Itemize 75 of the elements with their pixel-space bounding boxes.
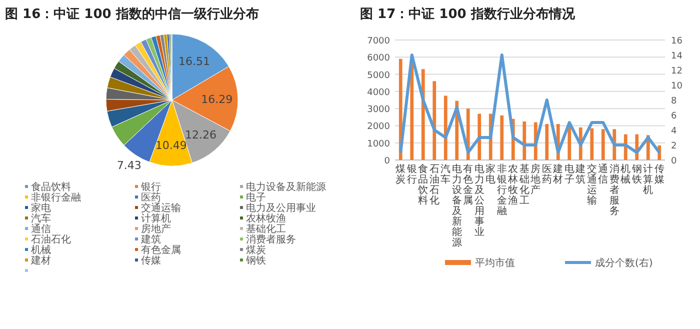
y-tick-label: 3000 [367,105,390,116]
bar [478,114,482,160]
x-tick-label: 煤炭 [396,163,406,186]
y2-tick-label: 6 [671,112,677,122]
x-tick-label: 石油石化 [429,164,440,206]
x-tick-label: 通信 [598,163,608,186]
line-series [399,54,661,154]
x-tick-label: 食品饮料 [417,163,428,206]
x-tick-label: 医药 [542,164,552,186]
x-tick-label: 传媒 [654,164,664,186]
y-tick-label: 4000 [367,88,390,98]
y-tick-label: 5000 [367,70,390,81]
bar [545,124,549,160]
bar [410,64,414,160]
bar [590,128,594,160]
legend-label: 计算机 [141,212,171,224]
y2-tick-label: 8 [671,96,677,106]
legend-label: 基础化工 [246,223,286,235]
x-tick-label: 消费者服务 [609,163,620,217]
y2-tick-label: 12 [671,66,682,76]
legend-label: 农林牧渔 [246,212,286,224]
x-tick-label: 交通运输 [586,163,597,206]
y2-tick-label: 16 [671,36,683,46]
bar [568,126,572,160]
legend-label: 成分个数(右) [595,257,653,269]
legend-label: 消费者服务 [246,234,296,246]
x-tick-label: 有色金属 [463,163,474,206]
legend-label: 钢铁 [245,254,266,266]
x-tick-label: 家电 [486,163,496,186]
y2-tick-label: 2 [671,142,677,152]
bar [522,121,526,160]
x-tick-label: 机械 [620,163,631,186]
y2-tick-label: 0 [671,156,677,166]
data-label: 12.26 [185,128,217,142]
bar [500,115,504,160]
chart-title: 图 17：中证 100 指数行业分布情况 [360,7,576,22]
data-label: 7.43 [116,159,142,172]
legend-label: 传媒 [141,256,161,266]
y2-tick-label: 14 [671,52,683,62]
x-tick-label: 基础化工 [518,163,530,206]
x-tick-label: 非银行金融 [496,163,507,217]
x-tick-label: 电力设备及新能源 [452,163,462,248]
x-tick-label: 汽车 [440,163,451,186]
x-tick-label: 银行 [406,164,417,186]
y2-tick-label: 4 [671,126,677,136]
data-label: 10.49 [155,138,187,152]
data-label: 16.51 [178,55,210,68]
y2-tick-label: 10 [671,82,683,92]
legend-label: 机械 [31,244,51,256]
legend-label: 房地产 [141,223,171,235]
x-tick-label: 电子 [564,163,574,186]
y-tick-label: 2000 [367,122,390,132]
x-tick-label: 电力及公用事业 [474,163,484,238]
chart-title: 图 16：中证 100 指数的中信一级行业分布 [5,7,259,22]
y-tick-label: 0 [384,156,390,166]
y-tick-label: 6000 [367,54,390,64]
legend-label: 建材 [30,254,51,266]
legend-label: 石油石化 [31,234,71,246]
x-tick-label: 房地产 [530,163,541,196]
bar [432,81,436,160]
x-tick-label: 计算机 [643,163,654,196]
bar [601,129,605,160]
x-tick-label: 建筑 [574,163,586,186]
x-tick-label: 农林牧渔 [507,164,518,206]
x-tick-label: 钢铁 [630,164,642,186]
legend-label: 煤炭 [246,244,266,256]
legend-label: 通信 [31,223,51,235]
y-tick-label: 1000 [367,139,390,150]
legend-label: 汽车 [31,212,51,224]
legend-label: 有色金属 [141,244,181,256]
legend-label: 建筑 [140,234,161,246]
legend-label: 平均市值 [475,257,515,269]
y-tick-label: 7000 [367,36,390,46]
data-label: 16.29 [201,93,233,106]
x-tick-label: 建材 [552,163,564,186]
